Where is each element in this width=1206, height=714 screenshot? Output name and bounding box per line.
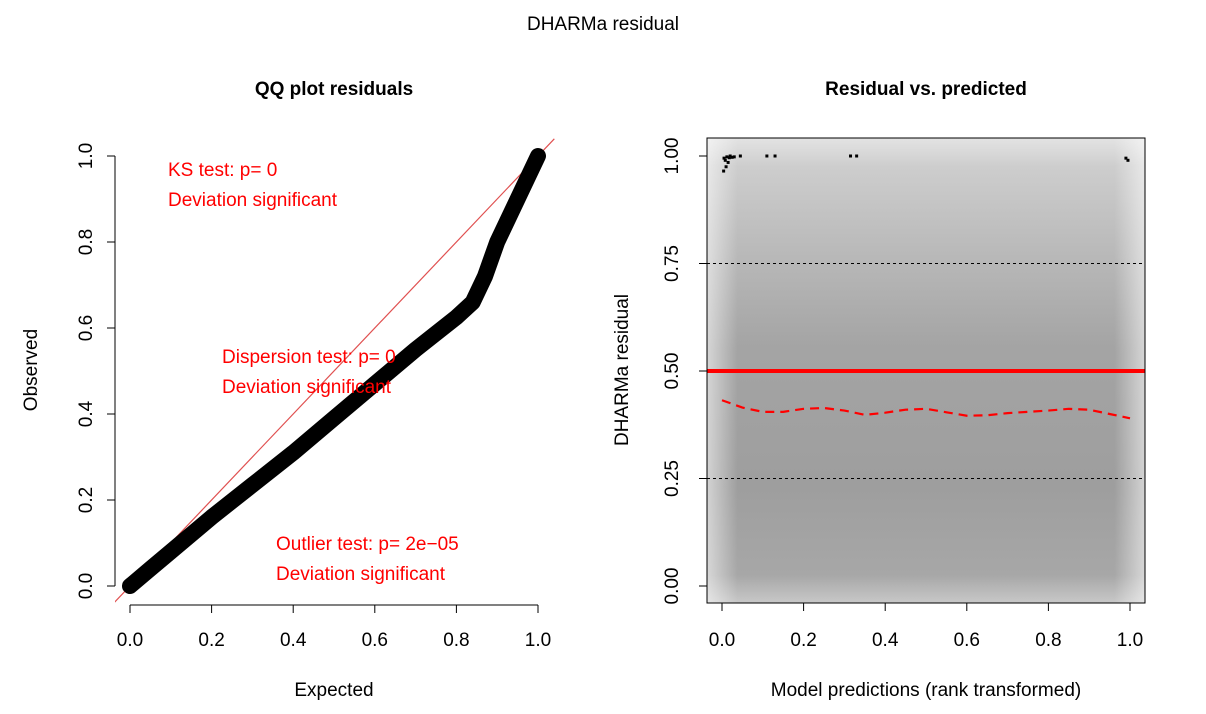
- residual-plot-axes: 0.0 0.2 0.4 0.6 0.8 1.0 0.00 0.25 0.50 0.75 1.00: [662, 138, 1143, 651]
- qq-reference-line: [115, 138, 555, 603]
- x-tick-label: 0.6: [362, 630, 388, 651]
- x-tick-label: 1.0: [525, 630, 551, 651]
- test-annotation-text: Deviation significant: [276, 564, 446, 585]
- residual-point: [855, 154, 859, 158]
- residual-vs-predicted-panel: Residual vs. predicted 0.0 0.2 0.4 0.6 0.8 1.…: [612, 79, 1146, 701]
- qq-plot-marks: [115, 138, 555, 603]
- qq-point: [163, 544, 179, 560]
- x-tick-label: 0.0: [709, 630, 735, 651]
- y-tick-label: 0.50: [662, 353, 683, 390]
- residual-point: [765, 154, 769, 158]
- residual-plot-x-label: Model predictions (rank transformed): [771, 680, 1081, 701]
- test-annotation-text: Outlier test: p= 2e−05: [276, 534, 459, 555]
- test-annotation-text: Dispersion test: p= 0: [222, 347, 396, 368]
- residual-point: [724, 165, 728, 169]
- residual-point: [732, 155, 736, 159]
- qq-point: [448, 309, 464, 325]
- residual-point: [726, 160, 730, 164]
- qq-point: [367, 376, 383, 392]
- qq-plot-panel: QQ plot residuals 0.0 0.2 0.4 0.6 0.8 1.00.00…: [21, 79, 555, 701]
- residual-plot-y-label: DHARMa residual: [612, 294, 633, 446]
- x-tick-label: 0.2: [198, 630, 224, 651]
- residual-point: [1126, 158, 1130, 162]
- qq-point: [510, 191, 526, 207]
- residual-point: [725, 155, 729, 159]
- y-tick-label: 0.0: [76, 573, 97, 599]
- residual-point: [1124, 156, 1128, 160]
- residual-point: [722, 169, 726, 173]
- residual-point: [773, 154, 777, 158]
- residual-point: [727, 156, 731, 160]
- residual-plot-title: Residual vs. predicted: [825, 79, 1027, 100]
- qq-plot-axes: 0.0 0.2 0.4 0.6 0.8 1.0 0.0 0.2 0.4 0.6 0.8 1.0: [76, 143, 551, 651]
- qq-point: [477, 268, 493, 284]
- residual-plot-marks: [707, 154, 1145, 479]
- residual-point: [738, 154, 742, 158]
- y-tick-label: 0.75: [662, 245, 683, 282]
- qq-point: [204, 509, 220, 525]
- residual-point: [849, 154, 853, 158]
- x-tick-label: 0.4: [280, 630, 307, 651]
- figure-title: DHARMa residual: [526, 14, 680, 35]
- y-tick-label: 0.8: [76, 229, 97, 255]
- y-tick-label: 0.25: [662, 460, 683, 497]
- qq-point: [244, 477, 260, 493]
- qq-point: [408, 342, 424, 357]
- x-tick-label: 1.0: [1117, 630, 1143, 651]
- qq-plot-y-label: Observed: [21, 329, 42, 411]
- y-tick-label: 0.4: [76, 400, 97, 427]
- qq-point: [142, 561, 158, 577]
- x-tick-label: 0.4: [872, 630, 899, 651]
- residual-point: [722, 156, 726, 160]
- y-tick-label: 1.00: [662, 138, 683, 175]
- residual-point: [730, 155, 734, 159]
- qq-plot-annotations: KS test: p= 0 Deviation significant Disper…: [168, 160, 459, 585]
- x-tick-label: 0.2: [790, 630, 816, 651]
- x-tick-label: 0.6: [954, 630, 980, 651]
- test-annotation-text: Deviation significant: [168, 190, 338, 211]
- test-annotation-text: Deviation significant: [222, 377, 392, 398]
- qq-point: [122, 578, 138, 594]
- y-tick-label: 1.0: [76, 143, 97, 169]
- qq-point: [530, 148, 546, 164]
- qq-plot-x-label: Expected: [294, 680, 373, 701]
- qq-point: [326, 410, 342, 426]
- test-annotation-text: KS test: p= 0: [168, 160, 277, 181]
- y-tick-label: 0.6: [76, 315, 97, 341]
- residual-point: [723, 158, 727, 162]
- x-tick-label: 0.8: [1035, 630, 1061, 651]
- qq-point: [285, 445, 301, 461]
- residual-point: [728, 154, 732, 158]
- y-tick-label: 0.2: [76, 487, 97, 513]
- x-tick-label: 0.0: [117, 630, 143, 651]
- y-tick-label: 0.00: [662, 568, 683, 605]
- x-tick-label: 0.8: [443, 630, 469, 651]
- qq-plot-title: QQ plot residuals: [255, 79, 413, 100]
- qq-point: [489, 234, 505, 250]
- qq-point: [465, 294, 481, 310]
